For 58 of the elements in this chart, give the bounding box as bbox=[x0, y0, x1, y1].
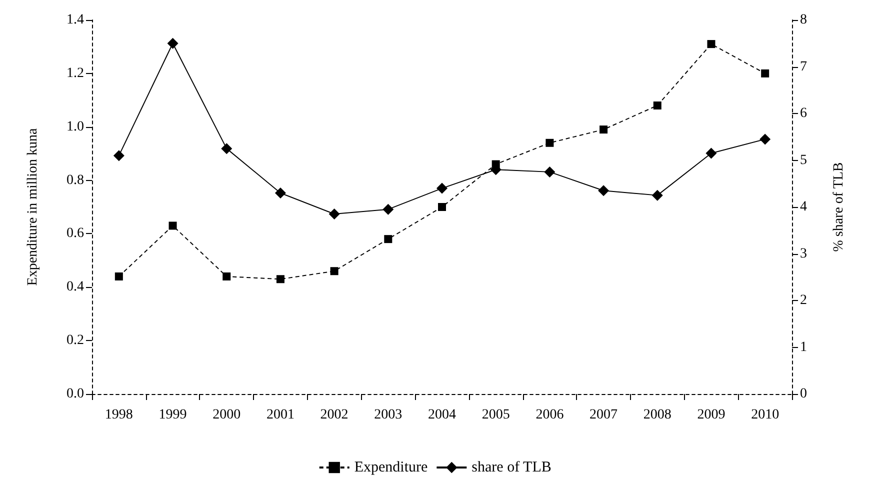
y2-tick-label: 5 bbox=[800, 152, 807, 168]
y2-tick-label: 8 bbox=[800, 12, 807, 28]
y-tick-label: 0.8 bbox=[66, 172, 84, 188]
y-tick-label: 0.2 bbox=[66, 333, 84, 348]
y2-tick-label: 2 bbox=[800, 293, 807, 308]
y-tick-label: 1.4 bbox=[66, 12, 84, 28]
point bbox=[328, 208, 340, 220]
y-tick-label: 0.0 bbox=[66, 386, 84, 402]
point bbox=[598, 185, 610, 196]
x-tick-label: 1998 bbox=[104, 408, 133, 422]
point bbox=[274, 187, 286, 198]
point bbox=[760, 134, 771, 145]
y-tick-label: 0.6 bbox=[66, 226, 84, 242]
point bbox=[330, 267, 338, 276]
y-tick-label: 1.0 bbox=[66, 119, 84, 134]
y2-tick-label: 3 bbox=[800, 246, 807, 262]
legend-label: share of TLB bbox=[472, 460, 552, 476]
x-tick-label: 2000 bbox=[212, 408, 241, 422]
legend-label: Expenditure bbox=[354, 460, 428, 476]
x-tick-label: 2004 bbox=[428, 408, 456, 422]
point bbox=[652, 190, 663, 201]
y2-tick-label: 7 bbox=[800, 59, 807, 74]
x-tick-label: 2002 bbox=[320, 408, 348, 422]
x-tick-label: 2010 bbox=[751, 408, 780, 422]
x-tick-label: 2001 bbox=[266, 408, 294, 422]
point bbox=[707, 40, 716, 48]
point bbox=[544, 166, 556, 178]
point bbox=[221, 143, 232, 154]
x-tick-label: 2007 bbox=[590, 408, 618, 422]
point bbox=[276, 275, 284, 284]
point bbox=[222, 272, 231, 280]
point bbox=[114, 272, 123, 280]
y2-tick-label: 0 bbox=[800, 386, 807, 402]
y2-axis-title: % share of TLB bbox=[832, 162, 846, 252]
point bbox=[653, 101, 662, 110]
point bbox=[438, 203, 446, 211]
point bbox=[167, 38, 178, 49]
y2-tick-label: 6 bbox=[800, 106, 807, 121]
point bbox=[382, 204, 394, 215]
point bbox=[706, 148, 717, 159]
x-tick-label: 2003 bbox=[374, 408, 402, 422]
point bbox=[600, 126, 608, 134]
point bbox=[436, 182, 448, 194]
point bbox=[168, 222, 177, 230]
point bbox=[761, 69, 770, 78]
x-tick-label: 2006 bbox=[536, 408, 564, 422]
y-axis-title: Expenditure in million kuna bbox=[26, 127, 40, 286]
x-tick-label: 2005 bbox=[482, 408, 510, 422]
x-tick-label: 2008 bbox=[643, 408, 672, 422]
point bbox=[546, 138, 554, 147]
y-tick-label: 0.4 bbox=[66, 280, 84, 295]
point bbox=[384, 235, 392, 244]
x-tick-label: 1999 bbox=[158, 408, 187, 422]
point bbox=[113, 150, 124, 162]
x-tick-label: 2009 bbox=[697, 408, 726, 422]
y-tick-label: 1.2 bbox=[66, 66, 84, 81]
y2-tick-label: 1 bbox=[800, 340, 807, 355]
y2-tick-label: 4 bbox=[800, 200, 807, 214]
